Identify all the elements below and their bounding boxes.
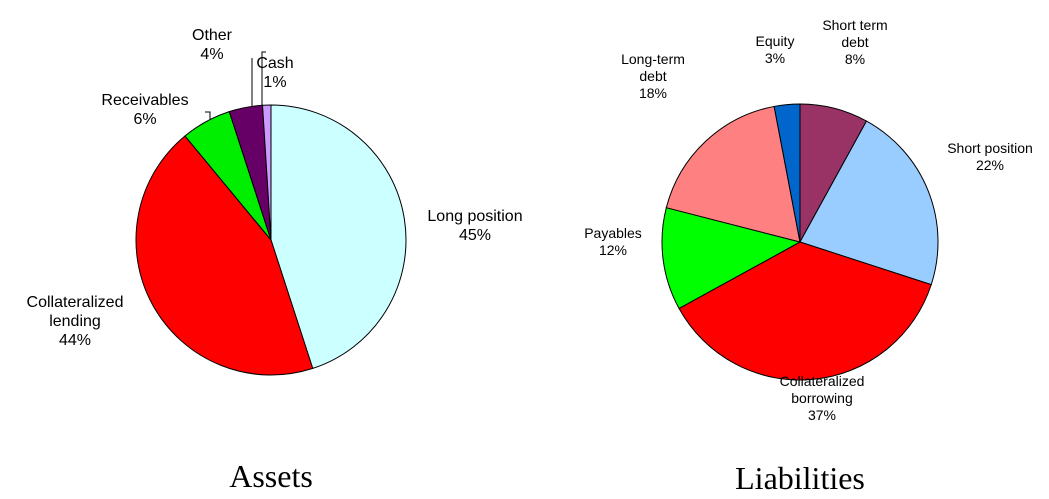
pie-slice	[661, 207, 802, 310]
category-label: Payables	[584, 225, 642, 242]
value-label: 4%	[200, 46, 224, 63]
pie-slice	[261, 104, 272, 241]
pie-slice	[678, 241, 932, 381]
value-label: 3%	[764, 50, 786, 66]
chart-title: Assets	[229, 458, 313, 494]
category-label: Short position	[947, 140, 1033, 157]
slice-label: Payables 12%	[584, 225, 642, 259]
slice-label: Other 4%	[192, 26, 232, 64]
category-label: Short term debt	[822, 16, 888, 50]
category-label: Long-term debt	[621, 50, 685, 84]
category-label: Cash	[256, 54, 294, 72]
value-label: 6%	[133, 111, 157, 128]
value-label: 45%	[458, 227, 492, 244]
value-label: 12%	[598, 242, 628, 258]
value-label: 1%	[263, 74, 287, 91]
pie-slice	[665, 105, 801, 243]
pie-slice	[773, 103, 801, 243]
pie-slice	[270, 104, 407, 370]
category-label: Long position	[427, 207, 523, 225]
category-label: Collateralized borrowing	[779, 372, 865, 406]
category-label: Other	[191, 26, 233, 44]
category-label: Equity	[755, 33, 795, 50]
pie-slice	[135, 135, 314, 376]
value-label: 44%	[58, 332, 92, 350]
pie-slice	[799, 120, 939, 286]
slice-label: Equity 3%	[756, 33, 795, 67]
slice-label: Collateralized lending 44%	[10, 293, 140, 351]
value-label: 18%	[638, 84, 668, 101]
slice-label: Collateralized borrowing 37%	[767, 373, 877, 423]
chart-title: Liabilities	[735, 460, 865, 496]
category-label: Receivables	[101, 91, 189, 109]
slice-label: Short position 22%	[947, 140, 1033, 174]
value-label: 37%	[807, 406, 837, 423]
slice-label: Short term debt 8%	[815, 17, 895, 67]
value-label: 8%	[844, 50, 866, 67]
category-label: Collateralized lending	[26, 294, 124, 331]
slice-label: Long-term debt 18%	[613, 51, 693, 101]
slice-label: Receivables 6%	[101, 91, 188, 129]
value-label: 22%	[975, 157, 1005, 173]
slice-label: Cash 1%	[256, 54, 293, 92]
slice-label: Long position 45%	[427, 207, 522, 245]
leader-line	[261, 51, 266, 108]
